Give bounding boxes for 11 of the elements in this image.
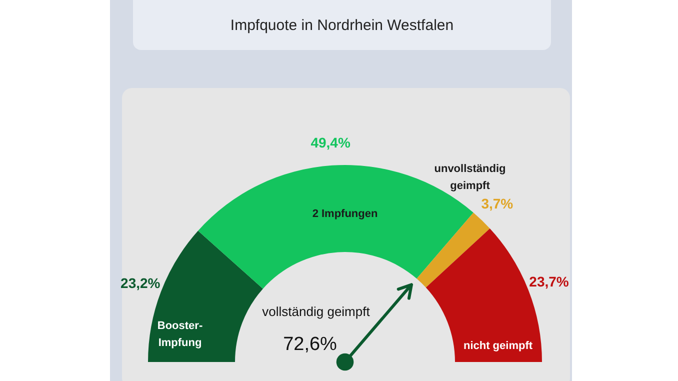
slice-label: unvollständig geimpft <box>434 163 506 192</box>
slice-label: nicht geimpft <box>463 340 533 352</box>
text: 72,6% <box>283 334 338 355</box>
text: vollständig geimpft <box>262 304 370 319</box>
data-label: 23,2% <box>120 274 161 291</box>
chart-title: Impfquote in Nordrhein Westfalen <box>133 0 551 50</box>
slice-label: Booster-Impfung <box>157 320 203 349</box>
slice-label: 2 Impfungen <box>312 208 378 220</box>
data-label: 23,7% <box>529 273 570 290</box>
data-label: 49,4% <box>310 134 351 150</box>
data-label: 3,7% <box>481 195 514 212</box>
